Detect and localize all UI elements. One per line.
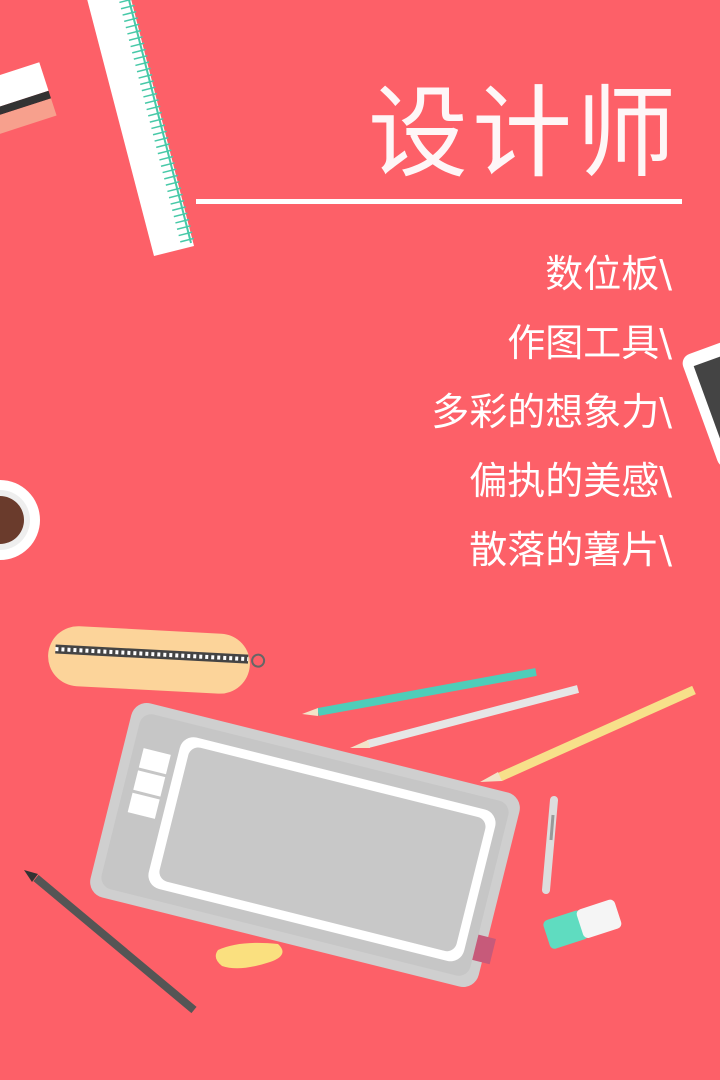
tablet [90,702,520,988]
phone [682,332,720,468]
pencil-case [48,626,266,694]
item: 数位板\ [545,252,672,296]
title-rule [196,199,682,204]
ruler [87,0,195,256]
title: 设计师 [368,75,680,192]
item: 作图工具\ [507,321,672,365]
stylus [542,796,558,894]
item-list: 数位板\ 作图工具\ 多彩的想象力\ 偏执的美感\ 散落的薯片\ [431,240,672,585]
item: 多彩的想象力\ [431,390,672,434]
item: 散落的薯片\ [469,528,672,572]
eraser-bottom [543,899,622,949]
eraser-top [0,62,57,141]
coffee-cup [0,480,40,560]
chip [215,942,283,969]
pencils [24,668,696,1014]
item: 偏执的美感\ [469,459,672,503]
